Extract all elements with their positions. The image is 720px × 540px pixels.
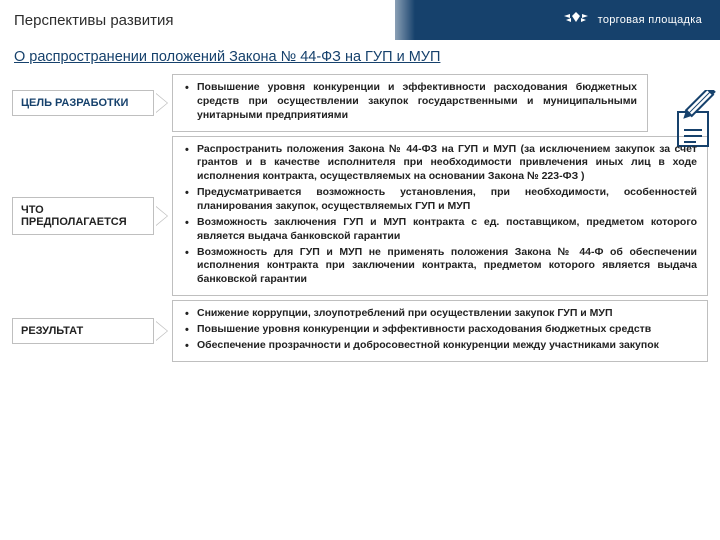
header-title: Перспективы развития [14,12,173,29]
arrow-icon [156,93,168,113]
subheading: О распространении положений Закона № 44-… [0,40,720,68]
section-label: РЕЗУЛЬТАТ [12,318,154,344]
label-col: ЧТО ПРЕДПОЛАГАЕТСЯ [12,136,172,297]
section-label: ЧТО ПРЕДПОЛАГАЕТСЯ [12,197,154,235]
bullet-item: Предусматривается возможность установлен… [183,186,697,214]
bullet-item: Повышение уровня конкуренции и эффективн… [183,323,697,337]
label-col: РЕЗУЛЬТАТ [12,300,172,362]
bullet-item: Возможность для ГУП и МУП не применять п… [183,246,697,288]
bullet-item: Обеспечение прозрачности и добросовестно… [183,339,697,353]
section-body: Повышение уровня конкуренции и эффективн… [172,74,648,132]
label-col: ЦЕЛЬ РАЗРАБОТКИ [12,74,172,132]
section-body: Снижение коррупции, злоупотреблений при … [172,300,708,362]
bullet-item: Снижение коррупции, злоупотреблений при … [183,307,697,321]
header-title-wrap: Перспективы развития [0,0,395,40]
section-body: Распространить положения Закона № 44-ФЗ … [172,136,708,297]
section-goal: ЦЕЛЬ РАЗРАБОТКИ Повышение уровня конкуре… [12,74,708,132]
bullet-item: Возможность заключения ГУП и МУП контрак… [183,216,697,244]
bullet-item: Повышение уровня конкуренции и эффективн… [183,81,637,123]
section-label: ЦЕЛЬ РАЗРАБОТКИ [12,90,154,116]
content-area: ЦЕЛЬ РАЗРАБОТКИ Повышение уровня конкуре… [0,68,720,372]
logo-text: торговая площадка [598,14,702,26]
section-result: РЕЗУЛЬТАТ Снижение коррупции, злоупотреб… [12,300,708,362]
section-assumptions: ЧТО ПРЕДПОЛАГАЕТСЯ Распространить положе… [12,136,708,297]
shield-wings-icon [562,10,590,30]
arrow-icon [156,321,168,341]
header-bar: Перспективы развития торговая площадка [0,0,720,40]
subheading-text: О распространении положений Закона № 44-… [14,49,440,65]
bullet-item: Распространить положения Закона № 44-ФЗ … [183,143,697,185]
arrow-icon [156,206,168,226]
logo: торговая площадка [562,10,702,30]
